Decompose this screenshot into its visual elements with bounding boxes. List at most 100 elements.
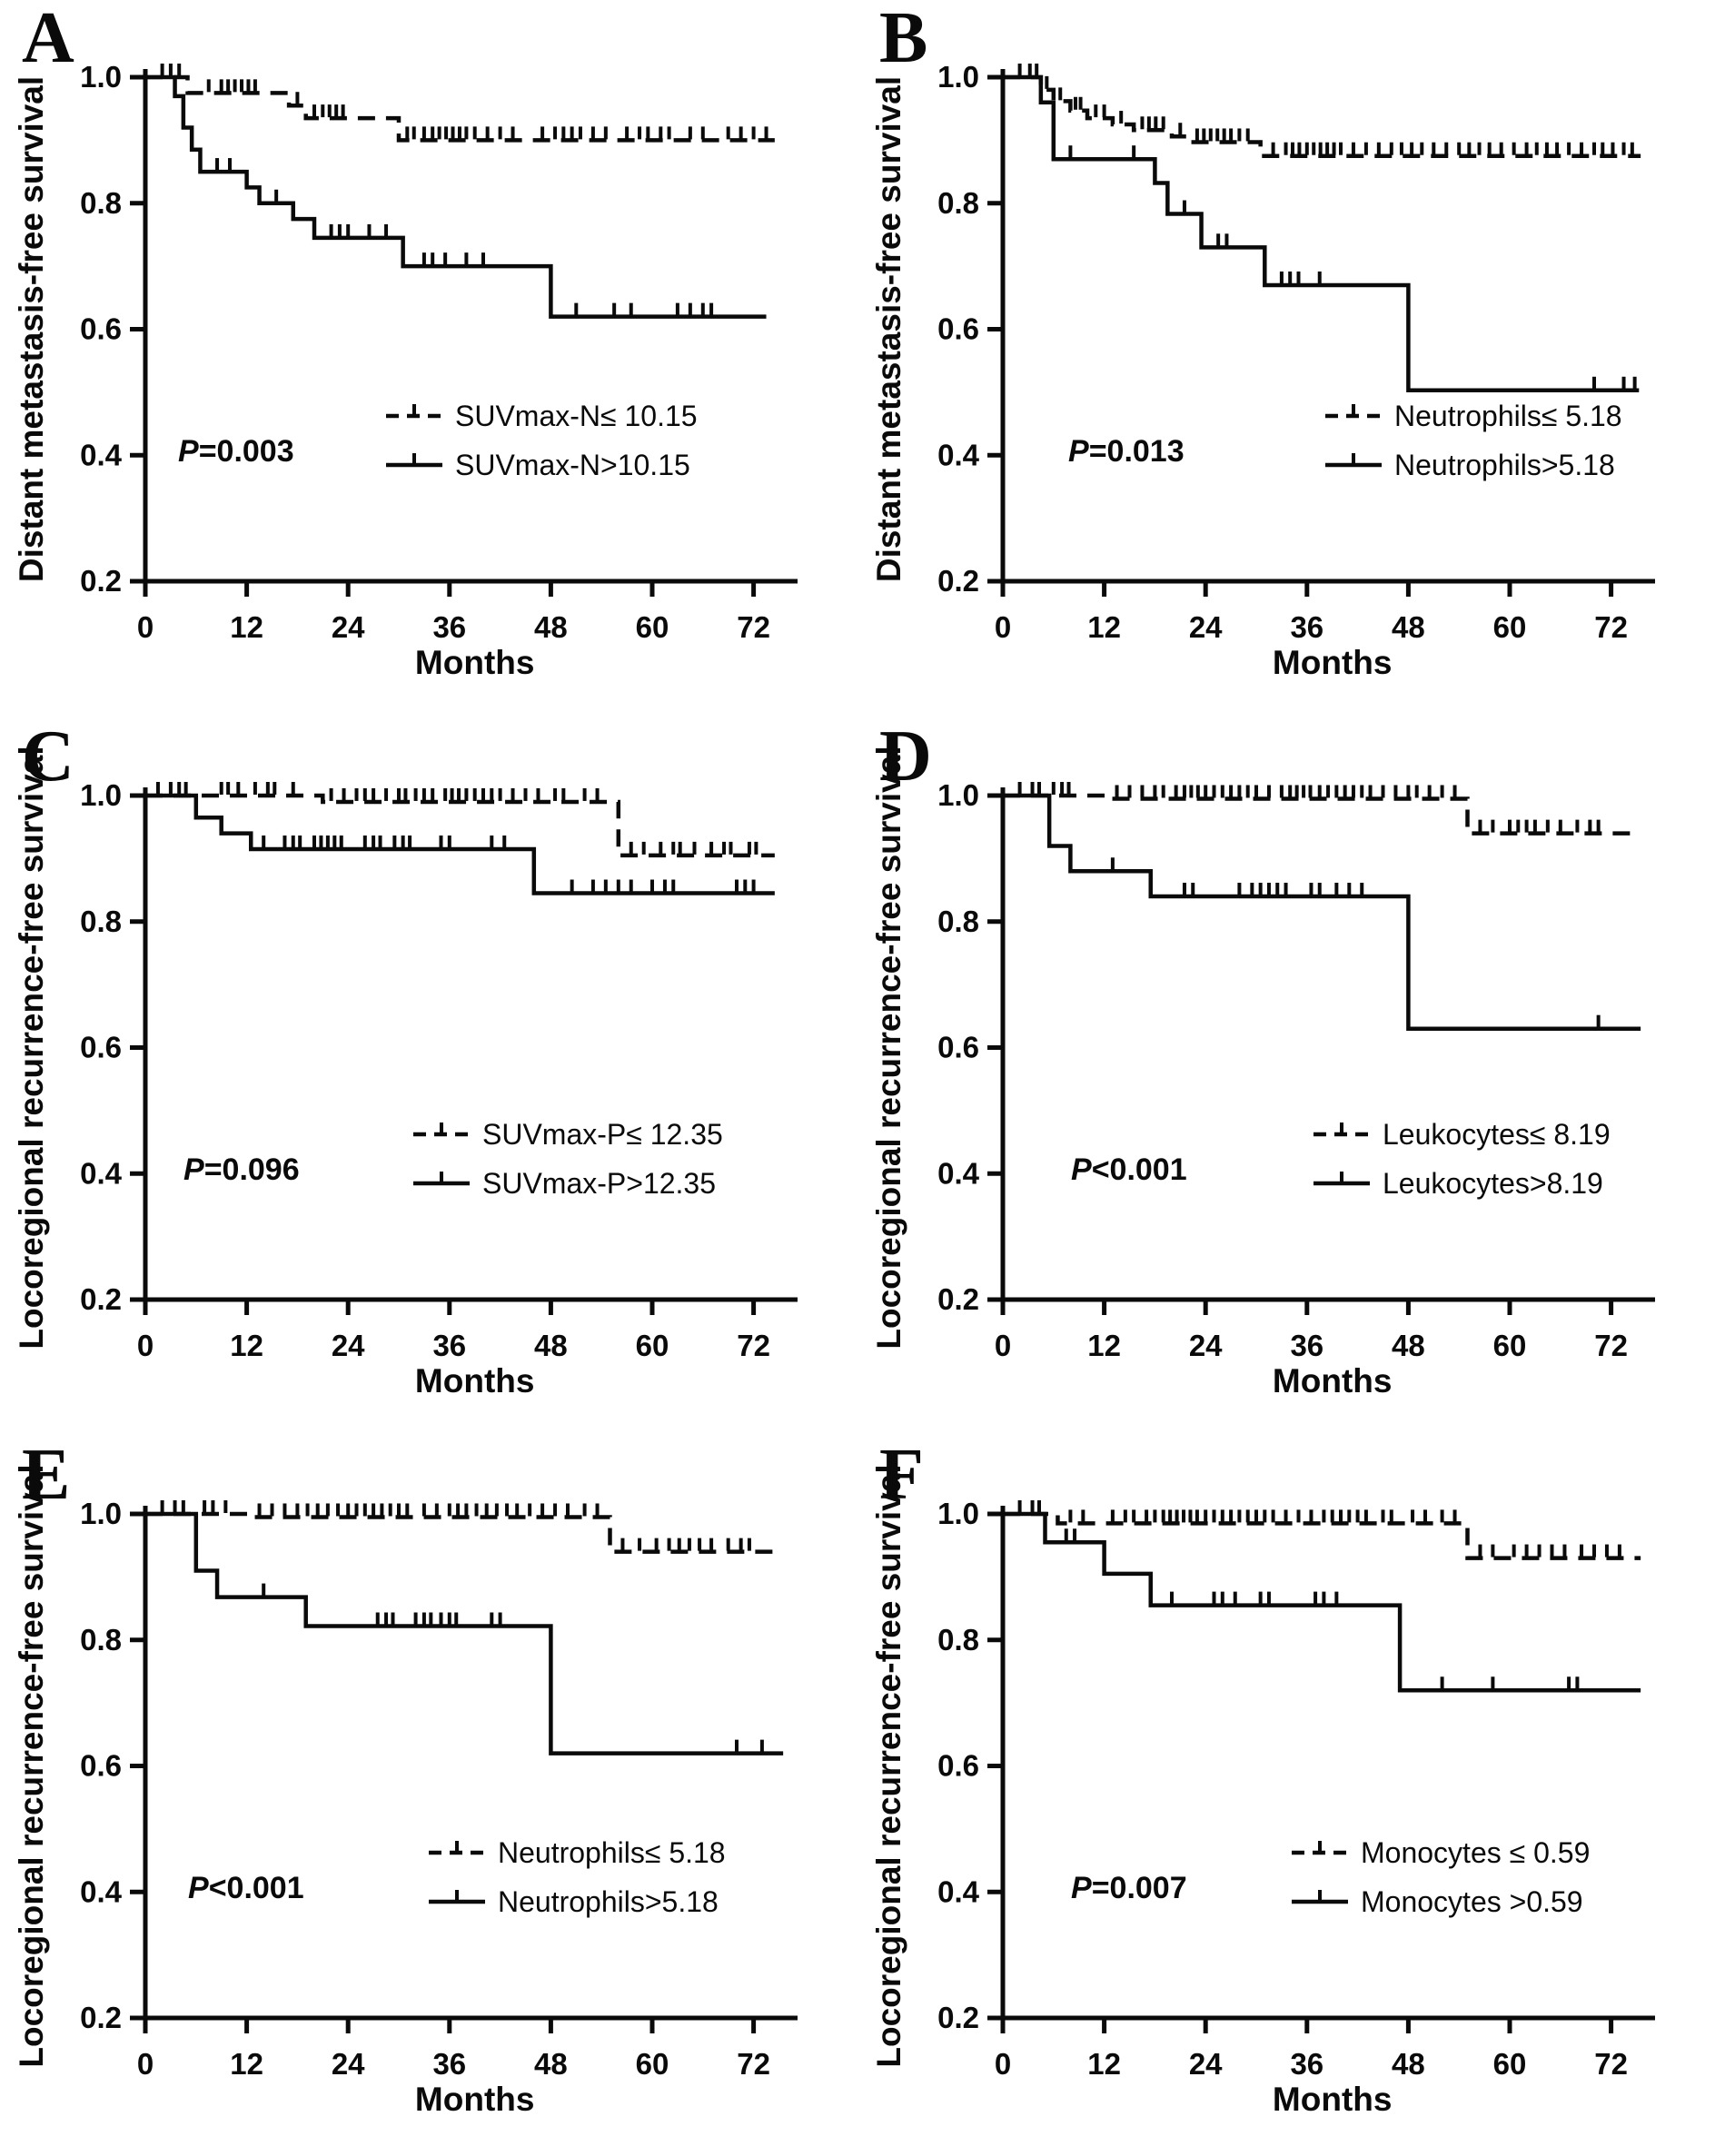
x-tick-label: 60 xyxy=(636,2047,669,2081)
y-tick-label: 0.8 xyxy=(80,1623,122,1657)
x-tick-label: 60 xyxy=(1493,1329,1527,1362)
x-axis-label: Months xyxy=(415,2081,535,2118)
x-tick-label: 24 xyxy=(1189,1329,1223,1362)
x-tick-label: 24 xyxy=(1189,2047,1223,2081)
km-curve-dashed xyxy=(145,74,775,143)
x-tick-label: 36 xyxy=(1290,2047,1323,2081)
km-curve-dashed xyxy=(1003,1511,1641,1560)
y-tick-label: 0.6 xyxy=(80,1749,122,1783)
y-tick-label: 0.4 xyxy=(80,1156,123,1190)
y-tick-label: 0.2 xyxy=(80,2001,122,2034)
x-tick-label: 12 xyxy=(230,1329,263,1362)
km-curve-dashed xyxy=(145,793,775,858)
y-tick-label: 0.4 xyxy=(937,438,980,471)
y-axis-label: Distant metastasis-free survival xyxy=(870,76,907,582)
y-tick-label: 0.8 xyxy=(937,905,979,938)
y-tick-label: 0.4 xyxy=(937,1874,980,1908)
y-tick-label: 0.8 xyxy=(80,186,122,220)
y-tick-label: 0.8 xyxy=(80,905,122,938)
panel-F: F 1.0 0.8 0.6 0.4 0.2 0 12 24 36 48 60 72 Locoregion… xyxy=(858,1437,1715,2156)
y-tick-label: 1.0 xyxy=(937,1497,979,1530)
p-value: P<0.001 xyxy=(1071,1152,1187,1187)
panel-letter-C: C xyxy=(22,718,74,796)
legend-label: Neutrophils>5.18 xyxy=(1394,449,1615,481)
km-plot-E: 1.0 0.8 0.6 0.4 0.2 0 12 24 36 48 60 72 Locoregional… xyxy=(13,1464,798,2118)
legend-label: Leukocytes≤ 8.19 xyxy=(1383,1118,1611,1151)
panel-letter-D: D xyxy=(879,718,932,796)
x-tick-label: 72 xyxy=(1594,2047,1628,2081)
x-tick-label: 24 xyxy=(1189,610,1223,644)
x-tick-label: 48 xyxy=(534,1329,568,1362)
x-tick-label: 12 xyxy=(1087,1329,1121,1362)
x-tick-label: 0 xyxy=(137,2047,154,2081)
y-tick-label: 0.2 xyxy=(937,2001,979,2034)
km-plot-F: 1.0 0.8 0.6 0.4 0.2 0 12 24 36 48 60 72 Locoregional… xyxy=(870,1464,1655,2118)
panel-letter-F: F xyxy=(879,1437,924,1515)
legend-label: SUVmax-P≤ 12.35 xyxy=(482,1118,723,1151)
km-plot-B: 1.0 0.8 0.6 0.4 0.2 0 12 24 36 48 60 72 Distant meta… xyxy=(870,60,1655,681)
x-tick-label: 36 xyxy=(432,2047,466,2081)
y-tick-label: 0.2 xyxy=(80,564,122,598)
y-tick-label: 1.0 xyxy=(80,778,122,812)
y-axis-label: Distant metastasis-free survival xyxy=(13,76,50,582)
legend-label: SUVmax-N>10.15 xyxy=(455,449,690,481)
panel-letter-B: B xyxy=(879,0,928,78)
panel-letter-A: A xyxy=(22,0,74,78)
km-curve-solid xyxy=(1003,74,1640,393)
y-axis-label: Locoregional recurrence-free survival xyxy=(13,1464,50,2067)
y-tick-label: 0.8 xyxy=(937,186,979,220)
panel-A: A 1.0 0.8 0.6 0.4 0.2 0 12 24 36 48 60 72 Distant me… xyxy=(0,0,858,718)
panel-C: C 1.0 0.8 0.6 0.4 0.2 0 12 24 36 48 60 72 Locoregion… xyxy=(0,718,858,1437)
legend-label: SUVmax-P>12.35 xyxy=(482,1167,716,1200)
km-plot-C: 1.0 0.8 0.6 0.4 0.2 0 12 24 36 48 60 72 Locoregional… xyxy=(13,746,798,1399)
x-axis-label: Months xyxy=(415,1362,535,1399)
y-tick-label: 0.4 xyxy=(937,1156,980,1190)
x-tick-label: 0 xyxy=(137,1329,154,1362)
y-tick-label: 0.4 xyxy=(80,438,123,471)
y-tick-label: 1.0 xyxy=(80,1497,122,1530)
y-tick-label: 1.0 xyxy=(937,778,979,812)
km-curve-solid xyxy=(1003,1511,1641,1693)
p-value: P=0.013 xyxy=(1068,434,1185,469)
x-axis-label: Months xyxy=(415,644,535,681)
p-value: P=0.007 xyxy=(1071,1871,1187,1905)
x-tick-label: 0 xyxy=(995,2047,1011,2081)
x-tick-label: 48 xyxy=(1392,2047,1425,2081)
km-curve-solid xyxy=(145,74,767,319)
y-tick-label: 0.6 xyxy=(80,1031,122,1064)
x-tick-label: 60 xyxy=(636,610,669,644)
p-value: P=0.003 xyxy=(178,434,294,469)
panel-D: D 1.0 0.8 0.6 0.4 0.2 0 12 24 36 48 60 72 Locoregion… xyxy=(858,718,1715,1437)
x-tick-label: 36 xyxy=(1290,1329,1323,1362)
x-tick-label: 0 xyxy=(995,1329,1011,1362)
legend-label: Monocytes ≤ 0.59 xyxy=(1361,1836,1590,1869)
km-plot-A: 1.0 0.8 0.6 0.4 0.2 0 12 24 36 48 60 72 Distant meta… xyxy=(13,60,798,681)
x-tick-label: 24 xyxy=(332,2047,365,2081)
legend-label: Neutrophils>5.18 xyxy=(498,1885,719,1918)
y-axis-label: Locoregional recurrence-free survival xyxy=(870,1464,907,2067)
x-tick-label: 48 xyxy=(534,610,568,644)
y-tick-label: 0.6 xyxy=(937,1031,979,1064)
panel-B: B 1.0 0.8 0.6 0.4 0.2 0 12 24 36 48 60 72 Distant me… xyxy=(858,0,1715,718)
x-tick-label: 48 xyxy=(1392,1329,1425,1362)
km-curve-dashed xyxy=(145,1511,775,1554)
x-tick-label: 12 xyxy=(230,610,263,644)
km-curve-dashed xyxy=(1003,74,1641,158)
x-tick-label: 72 xyxy=(737,610,770,644)
legend-label: SUVmax-N≤ 10.15 xyxy=(455,400,698,432)
y-tick-label: 0.6 xyxy=(937,312,979,346)
x-axis-label: Months xyxy=(1273,2081,1393,2118)
km-curve-dashed xyxy=(1003,793,1641,836)
y-tick-label: 0.8 xyxy=(937,1623,979,1657)
x-tick-label: 12 xyxy=(1087,2047,1121,2081)
x-tick-label: 36 xyxy=(1290,610,1323,644)
x-tick-label: 36 xyxy=(432,1329,466,1362)
x-tick-label: 12 xyxy=(1087,610,1121,644)
x-tick-label: 60 xyxy=(1493,2047,1527,2081)
y-tick-label: 1.0 xyxy=(80,60,122,94)
x-axis-label: Months xyxy=(1273,1362,1393,1399)
legend-label: Monocytes >0.59 xyxy=(1361,1885,1583,1918)
legend-label: Neutrophils≤ 5.18 xyxy=(498,1836,726,1869)
km-curve-solid xyxy=(145,1511,784,1755)
